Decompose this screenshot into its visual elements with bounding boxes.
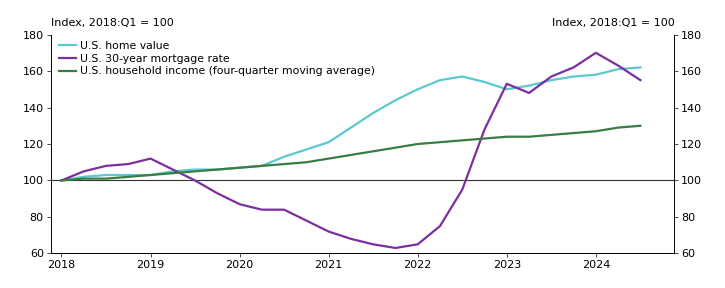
U.S. 30-year mortgage rate xyxy=(79,170,88,173)
U.S. home value xyxy=(636,66,645,69)
U.S. household income (four-quarter moving average) xyxy=(213,168,222,171)
U.S. household income (four-quarter moving average) xyxy=(79,177,88,180)
U.S. household income (four-quarter moving average) xyxy=(369,149,378,153)
U.S. 30-year mortgage rate xyxy=(458,188,467,191)
U.S. home value xyxy=(213,168,222,171)
U.S. home value xyxy=(592,73,600,76)
U.S. 30-year mortgage rate xyxy=(235,202,244,206)
U.S. 30-year mortgage rate xyxy=(324,230,333,233)
U.S. 30-year mortgage rate xyxy=(391,246,399,250)
U.S. 30-year mortgage rate xyxy=(257,208,266,211)
U.S. home value xyxy=(324,141,333,144)
U.S. 30-year mortgage rate xyxy=(413,242,422,246)
U.S. household income (four-quarter moving average) xyxy=(347,153,355,157)
U.S. household income (four-quarter moving average) xyxy=(569,131,578,135)
U.S. household income (four-quarter moving average) xyxy=(235,166,244,169)
U.S. home value xyxy=(302,148,311,151)
U.S. household income (four-quarter moving average) xyxy=(480,137,489,140)
U.S. 30-year mortgage rate xyxy=(592,51,600,54)
U.S. household income (four-quarter moving average) xyxy=(391,146,399,149)
Text: Index, 2018:Q1 = 100: Index, 2018:Q1 = 100 xyxy=(51,18,173,28)
U.S. 30-year mortgage rate xyxy=(502,82,511,86)
U.S. 30-year mortgage rate xyxy=(280,208,289,211)
U.S. 30-year mortgage rate xyxy=(213,192,222,195)
Legend: U.S. home value, U.S. 30-year mortgage rate, U.S. household income (four-quarter: U.S. home value, U.S. 30-year mortgage r… xyxy=(59,41,375,77)
U.S. home value xyxy=(191,168,199,171)
U.S. 30-year mortgage rate xyxy=(146,157,155,160)
U.S. household income (four-quarter moving average) xyxy=(191,170,199,173)
U.S. 30-year mortgage rate xyxy=(547,75,555,78)
U.S. 30-year mortgage rate xyxy=(525,91,534,95)
U.S. household income (four-quarter moving average) xyxy=(324,157,333,160)
U.S. home value xyxy=(257,164,266,168)
U.S. household income (four-quarter moving average) xyxy=(102,177,110,180)
U.S. household income (four-quarter moving average) xyxy=(436,141,444,144)
U.S. home value xyxy=(235,166,244,169)
U.S. home value xyxy=(547,78,555,82)
U.S. household income (four-quarter moving average) xyxy=(280,162,289,166)
U.S. home value xyxy=(436,78,444,82)
U.S. 30-year mortgage rate xyxy=(102,164,110,168)
U.S. home value xyxy=(79,175,88,179)
U.S. home value xyxy=(347,126,355,129)
U.S. home value xyxy=(525,84,534,87)
U.S. 30-year mortgage rate xyxy=(347,237,355,240)
U.S. 30-year mortgage rate xyxy=(569,66,578,69)
U.S. household income (four-quarter moving average) xyxy=(614,126,623,129)
U.S. 30-year mortgage rate xyxy=(57,179,66,182)
U.S. household income (four-quarter moving average) xyxy=(146,173,155,177)
U.S. household income (four-quarter moving average) xyxy=(168,171,177,175)
U.S. home value xyxy=(102,173,110,177)
U.S. home value xyxy=(124,173,133,177)
U.S. 30-year mortgage rate xyxy=(480,128,489,131)
Line: U.S. 30-year mortgage rate: U.S. 30-year mortgage rate xyxy=(62,53,640,248)
Line: U.S. home value: U.S. home value xyxy=(62,67,640,181)
U.S. household income (four-quarter moving average) xyxy=(413,142,422,146)
U.S. home value xyxy=(369,111,378,115)
U.S. household income (four-quarter moving average) xyxy=(458,139,467,142)
U.S. household income (four-quarter moving average) xyxy=(257,164,266,168)
U.S. household income (four-quarter moving average) xyxy=(592,130,600,133)
U.S. household income (four-quarter moving average) xyxy=(525,135,534,139)
U.S. 30-year mortgage rate xyxy=(124,162,133,166)
U.S. home value xyxy=(280,155,289,158)
U.S. home value xyxy=(413,88,422,91)
U.S. household income (four-quarter moving average) xyxy=(547,133,555,137)
U.S. home value xyxy=(146,173,155,177)
Line: U.S. household income (four-quarter moving average): U.S. household income (four-quarter movi… xyxy=(62,126,640,181)
U.S. household income (four-quarter moving average) xyxy=(502,135,511,139)
U.S. household income (four-quarter moving average) xyxy=(302,160,311,164)
U.S. home value xyxy=(614,67,623,71)
U.S. 30-year mortgage rate xyxy=(191,179,199,182)
U.S. home value xyxy=(480,80,489,84)
U.S. home value xyxy=(502,88,511,91)
U.S. home value xyxy=(569,75,578,78)
U.S. home value xyxy=(168,170,177,173)
U.S. 30-year mortgage rate xyxy=(436,224,444,228)
U.S. 30-year mortgage rate xyxy=(636,78,645,82)
U.S. household income (four-quarter moving average) xyxy=(124,175,133,179)
U.S. 30-year mortgage rate xyxy=(168,168,177,171)
U.S. household income (four-quarter moving average) xyxy=(636,124,645,128)
U.S. household income (four-quarter moving average) xyxy=(57,179,66,182)
U.S. home value xyxy=(391,98,399,102)
Text: Index, 2018:Q1 = 100: Index, 2018:Q1 = 100 xyxy=(552,18,674,28)
U.S. 30-year mortgage rate xyxy=(302,219,311,222)
U.S. 30-year mortgage rate xyxy=(369,242,378,246)
U.S. 30-year mortgage rate xyxy=(614,64,623,67)
U.S. home value xyxy=(57,179,66,182)
U.S. home value xyxy=(458,75,467,78)
